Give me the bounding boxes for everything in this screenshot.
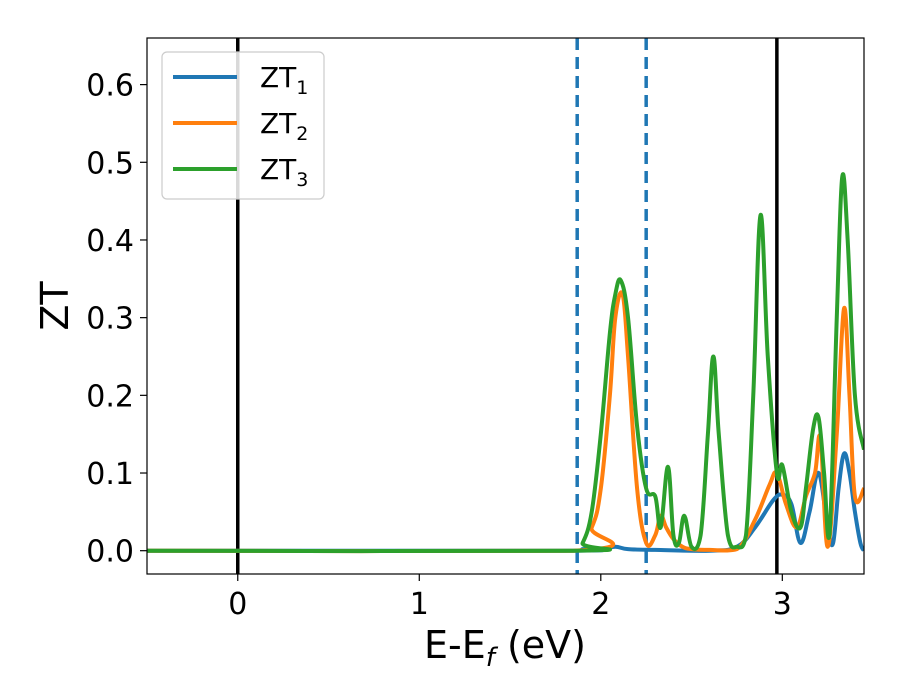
y-axis-ticks: 0.0 0.1 0.2 0.3 0.4 0.5 0.6	[86, 69, 147, 570]
x-tick-label: 2	[591, 587, 610, 622]
x-tick-label: 3	[773, 587, 792, 622]
legend-label-2: ZT2	[260, 107, 308, 145]
y-axis-label: ZT	[33, 281, 77, 331]
series-lines	[147, 172, 864, 554]
y-tick-label: 0.4	[86, 224, 134, 259]
legend-label-3: ZT3	[260, 153, 308, 191]
legend-label-1: ZT1	[260, 61, 308, 99]
y-tick-label: 0.3	[86, 302, 134, 337]
legend-label-sub: 3	[296, 169, 308, 191]
legend-box	[161, 51, 325, 200]
x-tick-label: 0	[228, 587, 247, 622]
y-tick-label: 0.6	[86, 69, 134, 104]
legend-label-main: ZT	[260, 107, 297, 140]
legend-label-main: ZT	[260, 61, 297, 94]
y-tick-label: 0.1	[86, 457, 134, 492]
y-tick-label: 0.0	[86, 535, 134, 570]
y-tick-label: 0.2	[86, 379, 134, 414]
legend-label-sub: 2	[296, 123, 308, 145]
legend-label-sub: 1	[296, 77, 308, 99]
x-tick-label: 1	[410, 587, 429, 622]
x-axis-ticks: 0 1 2 3	[228, 574, 792, 622]
y-tick-label: 0.5	[86, 146, 134, 181]
plot-frame	[146, 37, 865, 575]
series-line-3	[147, 172, 864, 554]
legend-label-main: ZT	[260, 153, 297, 186]
x-axis-label-tail: (eV)	[495, 623, 586, 667]
x-axis-label-main: E-E	[424, 623, 486, 667]
x-axis-label: E-Ef (eV)	[424, 623, 586, 673]
